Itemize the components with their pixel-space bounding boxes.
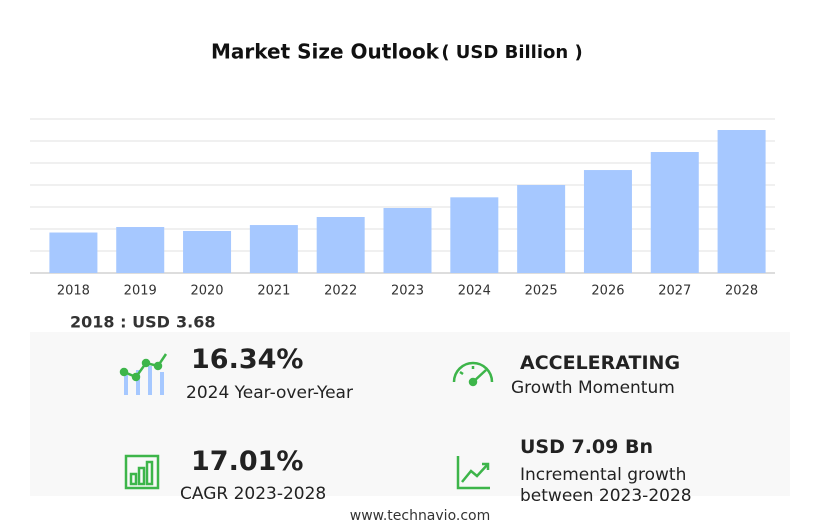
bar bbox=[717, 130, 766, 273]
x-tick-label: 2024 bbox=[458, 284, 491, 299]
stat-value: USD 7.09 Bn bbox=[520, 436, 653, 458]
bar bbox=[650, 152, 699, 273]
base-value: 3.68 bbox=[176, 313, 215, 332]
x-tick-label: 2023 bbox=[391, 284, 424, 299]
x-tick-label: 2022 bbox=[324, 284, 357, 299]
stat-value: 17.01% bbox=[191, 446, 304, 477]
bar bbox=[583, 170, 632, 273]
bar bbox=[517, 185, 566, 273]
bar bbox=[116, 227, 165, 273]
x-tick-label: 2018 bbox=[57, 284, 90, 299]
icon-increment bbox=[456, 456, 490, 490]
stat-value: ACCELERATING bbox=[520, 352, 681, 374]
bar bbox=[383, 207, 432, 273]
x-tick-label: 2027 bbox=[658, 284, 691, 299]
bar bbox=[249, 225, 298, 273]
base-label: 2018 : USD bbox=[70, 313, 170, 332]
x-tick-label: 2025 bbox=[525, 284, 558, 299]
chart-subtitle: ( USD Billion ) bbox=[441, 42, 582, 63]
x-tick-label: 2028 bbox=[725, 284, 758, 299]
icon-cagr bbox=[124, 454, 160, 490]
stats-panel bbox=[30, 332, 790, 496]
icon-yoy bbox=[119, 353, 168, 395]
bar bbox=[183, 230, 232, 273]
footer: www.technavio.com bbox=[349, 508, 491, 524]
stat-label: 2024 Year-over-Year bbox=[186, 383, 353, 403]
x-tick-label: 2020 bbox=[190, 284, 223, 299]
stat-label: Growth Momentum bbox=[511, 378, 675, 398]
bar bbox=[450, 197, 499, 273]
icon-gauge bbox=[452, 361, 494, 387]
chart-title: Market Size Outlook bbox=[211, 40, 440, 64]
bar bbox=[49, 232, 98, 273]
stat-label: CAGR 2023-2028 bbox=[180, 484, 327, 504]
bar bbox=[316, 217, 365, 273]
x-tick-label: 2021 bbox=[257, 284, 290, 299]
stat-label: Incremental growth between 2023-2028 bbox=[520, 465, 692, 506]
x-tick-label: 2019 bbox=[124, 284, 157, 299]
x-tick-label: 2026 bbox=[591, 284, 624, 299]
stat-value: 16.34% bbox=[191, 344, 304, 375]
